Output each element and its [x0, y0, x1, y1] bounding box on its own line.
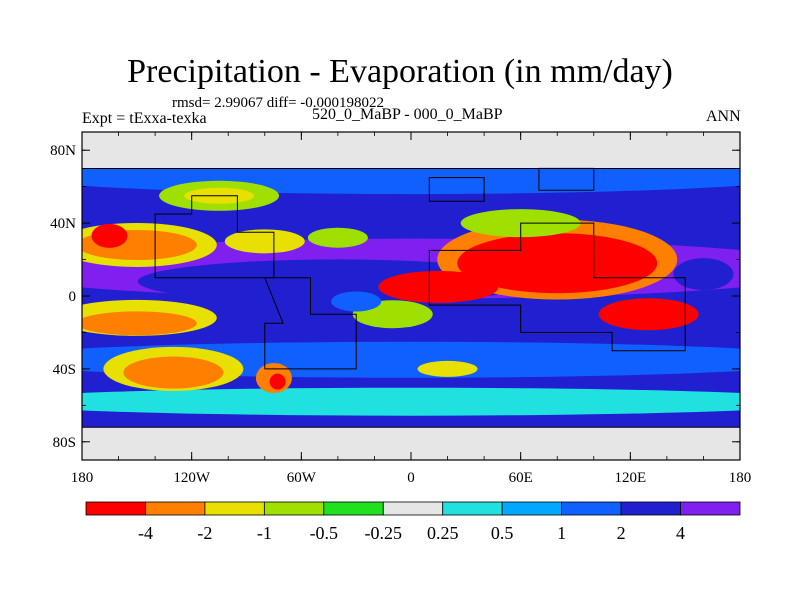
colorbar-swatch: [442, 501, 503, 516]
colorbar-label: 2: [617, 523, 626, 543]
x-tick-label: 0: [407, 470, 415, 486]
x-tick-label: 120W: [173, 470, 211, 486]
y-tick-label: 0: [69, 289, 77, 305]
coast-gondwana-east: [428, 222, 686, 352]
x-tick-label: 180: [71, 470, 94, 486]
colorbar-swatch: [680, 501, 741, 516]
npac-red: [91, 223, 128, 248]
colorbar-label: 0.25: [427, 523, 459, 543]
colorbar-label: 4: [676, 523, 685, 543]
x-axis: 180 120W 60W 0 60E 120E 180: [71, 132, 752, 486]
stats-line: rmsd= 2.99067 diff= -0.000198022: [172, 95, 385, 111]
band-subpolar: [82, 387, 740, 416]
coast-gondwana-west: [264, 277, 357, 370]
chile-red: [269, 373, 286, 390]
y-tick-label: 40S: [53, 362, 76, 378]
colorbar-label: -0.25: [365, 523, 403, 543]
coast-laurentia: [154, 195, 275, 279]
coastline-overlay: [82, 167, 740, 428]
x-tick-label: 60E: [509, 470, 533, 486]
safrica-yellow: [417, 360, 478, 377]
atl-cyan: [331, 291, 382, 312]
colorbar: -4 -2 -1 -0.5 -0.25 0.25 0.5 1 2 4: [85, 501, 741, 543]
x-tick-label: 120E: [614, 470, 646, 486]
pe-field: [82, 132, 740, 460]
x-tick-label: 180: [729, 470, 752, 486]
colorbar-swatch: [145, 501, 206, 516]
aus-red: [598, 298, 699, 331]
natl-lime: [307, 227, 368, 248]
season-label: ANN: [706, 108, 741, 125]
colorbar-label: -0.5: [310, 523, 339, 543]
colorbar-swatch: [263, 501, 325, 516]
colorbar-label: -4: [138, 523, 153, 543]
colorbar-label: -1: [257, 523, 272, 543]
spac-orange: [82, 311, 197, 336]
period-label: 520_0_MaBP - 000_0_MaBP: [312, 106, 503, 123]
africa-red: [378, 270, 499, 303]
y-tick-label: 80N: [50, 143, 76, 159]
colorbar-swatch: [620, 501, 681, 516]
sepac-orange: [123, 356, 224, 389]
chart-title: Precipitation - Evaporation (in mm/day): [127, 53, 673, 90]
colorbar-label: 1: [557, 523, 566, 543]
coast-baltica: [428, 177, 485, 202]
y-axis: 80N 40N 0 40S 80S: [50, 143, 740, 451]
experiment-label: Expt = tExxa-texka: [82, 110, 207, 127]
colorbar-swatch: [561, 501, 622, 516]
wpac-blue: [673, 258, 734, 291]
colorbar-swatch: [382, 501, 444, 516]
colorbar-swatch: [323, 501, 384, 516]
band-southern: [82, 341, 740, 378]
colorbar-swatch: [85, 501, 146, 516]
colorbar-swatch: [204, 501, 265, 516]
y-tick-label: 80S: [53, 435, 76, 451]
natl-yellow: [224, 229, 305, 254]
x-tick-label: 60W: [287, 470, 317, 486]
colorbar-label: -2: [197, 523, 212, 543]
y-tick-label: 40N: [50, 216, 76, 232]
colorbar-label: 0.5: [491, 523, 514, 543]
colorbar-swatch: [501, 501, 563, 516]
